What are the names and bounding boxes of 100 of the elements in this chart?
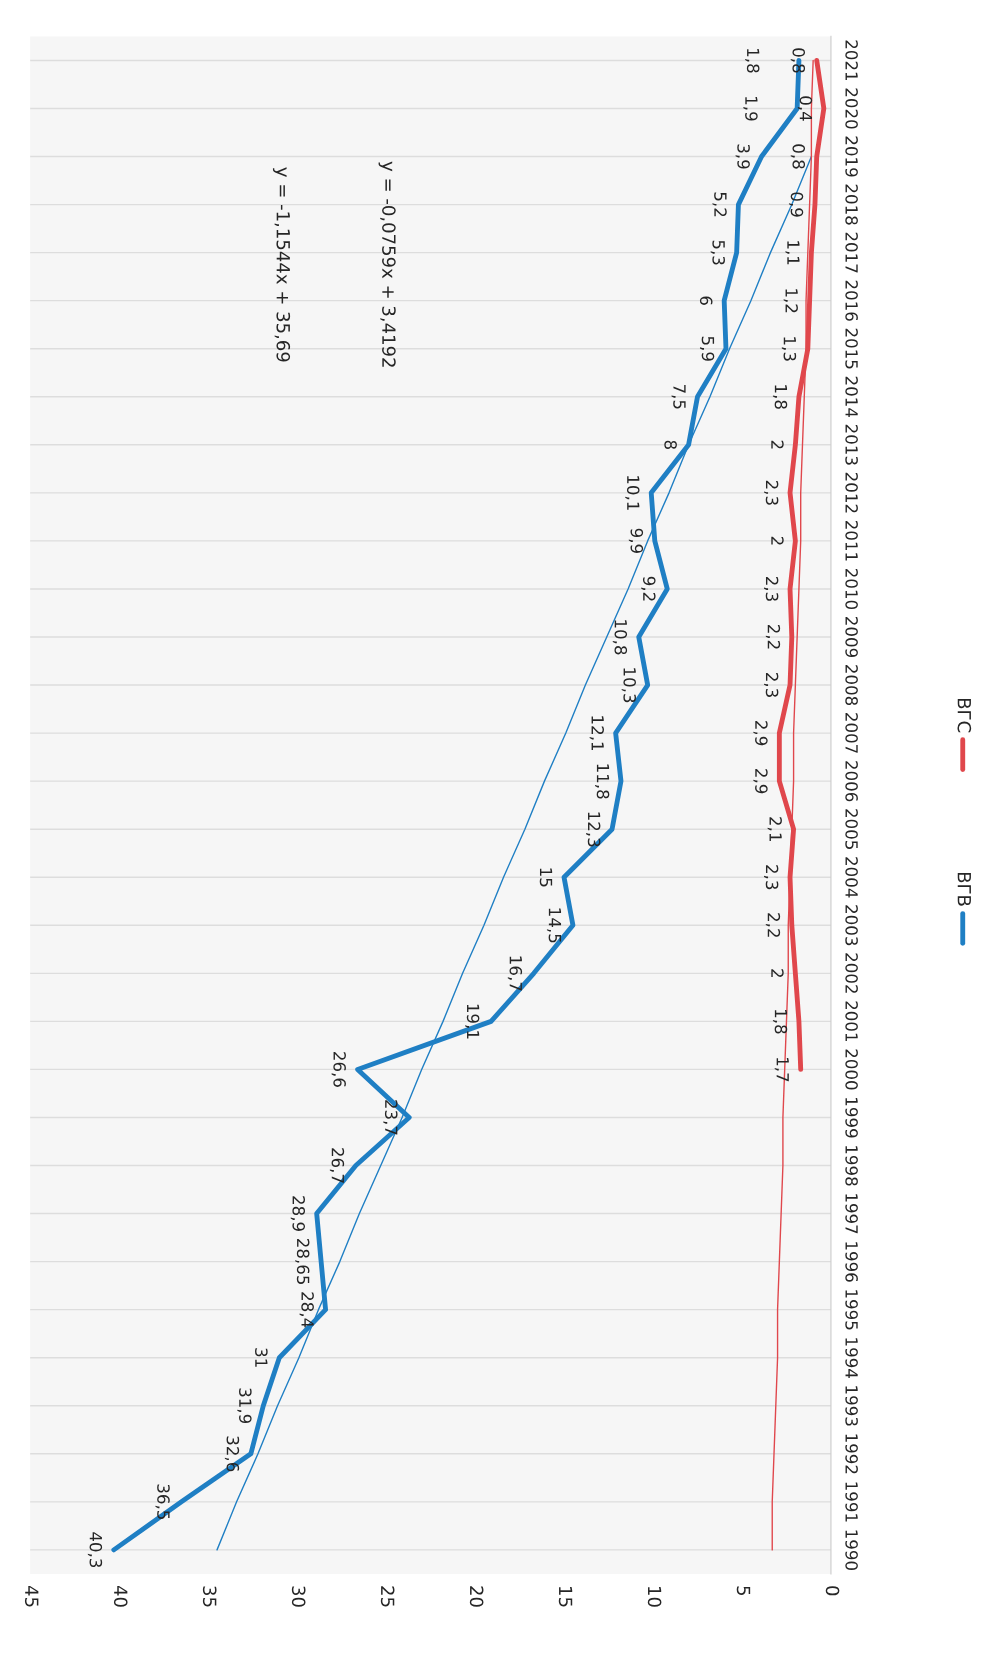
y-tick-label: 1994: [845, 1338, 858, 1378]
data-label: 12,3: [586, 812, 601, 847]
y-tick-label: 2003: [845, 905, 858, 946]
data-label: 2,1: [767, 817, 782, 841]
y-tick-label: 2012: [845, 472, 858, 513]
data-label: 2,3: [764, 673, 779, 697]
y-tick-label: 2019: [845, 136, 858, 177]
data-label: 1,7: [774, 1057, 789, 1082]
y-tick-label: 2000: [845, 1049, 858, 1090]
data-label: 28,65: [295, 1238, 310, 1284]
data-label: 19,1: [465, 1004, 480, 1039]
data-label: 8: [664, 440, 677, 449]
data-label: 9,9: [628, 528, 644, 553]
data-label: 14,5: [546, 908, 562, 943]
data-label: 10,8: [612, 620, 628, 655]
y-tick-label: 2006: [845, 761, 858, 802]
x-tick-label: 30: [291, 1586, 306, 1607]
x-tick-label: 5: [736, 1586, 751, 1595]
y-tick-label: 2001: [845, 1001, 858, 1042]
data-label: 1,1: [785, 241, 800, 265]
y-tick-label: 2020: [845, 88, 858, 129]
y-tick-label: 1996: [845, 1242, 858, 1282]
data-label: 16,7: [507, 956, 523, 991]
y-tick-label: 1990: [845, 1530, 858, 1570]
data-label: 3,9: [735, 144, 750, 169]
y-tick-label: 2015: [845, 328, 858, 369]
data-label: 2: [771, 440, 784, 449]
data-label: 31: [255, 1348, 268, 1367]
x-tick-label: 15: [558, 1587, 573, 1607]
data-label: 1,8: [772, 1009, 788, 1034]
y-tick-label: 2002: [845, 953, 858, 993]
data-label: 5,9: [699, 336, 715, 361]
data-label: 10,3: [621, 668, 636, 703]
data-label: 32,6: [224, 1436, 240, 1472]
data-label: 2,3: [764, 576, 779, 601]
data-label: 0,8: [790, 144, 806, 169]
data-label: 7,5: [671, 384, 686, 409]
x-tick-label: 40: [113, 1585, 128, 1607]
y-tick-label: 2004: [845, 857, 858, 898]
data-label: 26,7: [329, 1148, 345, 1183]
y-tick-label: 2008: [845, 665, 858, 706]
y-tick-label: 2007: [845, 713, 858, 753]
data-label: 1,8: [772, 385, 788, 409]
y-tick-label: 1997: [845, 1194, 858, 1234]
data-label: 36,5: [155, 1484, 170, 1519]
data-label: 23,7: [383, 1100, 398, 1135]
y-tick-label: 2016: [845, 280, 858, 321]
text: ВГВ: [957, 872, 971, 906]
x-tick-label: 20: [469, 1586, 484, 1607]
x-tick-label: 0: [825, 1586, 840, 1596]
data-label: 2: [771, 536, 784, 545]
data-label: 9,2: [641, 576, 656, 601]
annotation: y = -0,0759x + 3,4192: [378, 161, 396, 367]
data-label: 26,6: [331, 1052, 346, 1087]
y-tick-label: 1993: [845, 1386, 858, 1426]
data-label: 5,3: [710, 240, 725, 265]
data-label: 2,2: [765, 913, 781, 937]
data-label: 2,3: [764, 865, 779, 890]
y-tick-label: 1998: [845, 1146, 858, 1186]
data-label: 12,1: [589, 716, 604, 751]
x-tick-label: 45: [24, 1585, 39, 1607]
x-tick-label: 10: [647, 1587, 662, 1607]
text: ВГС: [957, 698, 972, 733]
data-label: 0,9: [788, 192, 804, 217]
y-tick-label: 2021: [845, 40, 858, 81]
data-label: 2,9: [753, 769, 768, 794]
data-label: 28,9: [290, 1196, 306, 1231]
data-label: 0,8: [790, 48, 806, 73]
data-label: 1,2: [783, 289, 798, 313]
y-tick-label: 1992: [845, 1434, 858, 1474]
y-tick-label: 2005: [845, 809, 858, 849]
x-tick-label: 25: [380, 1586, 395, 1607]
y-tick-label: 2018: [845, 184, 858, 225]
data-label: 11,8: [594, 764, 610, 799]
data-label: 31,9: [237, 1388, 252, 1424]
data-label: 10,1: [625, 476, 640, 510]
data-label: 1,3: [781, 337, 797, 361]
y-tick-label: 2009: [845, 617, 858, 658]
x-tick-label: 35: [202, 1586, 217, 1607]
data-label: 2,2: [765, 624, 781, 649]
data-label: 2,9: [753, 721, 768, 746]
y-tick-label: 1999: [845, 1098, 858, 1138]
y-tick-label: 2014: [845, 376, 858, 418]
data-label: 2,3: [764, 480, 779, 505]
data-label: 0,4: [797, 96, 813, 121]
y-tick-label: 2017: [845, 232, 858, 273]
data-label: 40,3: [87, 1532, 103, 1568]
y-tick-label: 1995: [845, 1290, 858, 1330]
data-label: 28,4: [299, 1292, 314, 1328]
data-label: 1,8: [745, 49, 760, 73]
y-tick-label: 2010: [845, 568, 858, 610]
data-label: 1,9: [743, 97, 758, 121]
y-tick-label: 2011: [845, 520, 858, 561]
data-label: 2: [771, 969, 784, 977]
y-tick-label: 2013: [845, 424, 858, 465]
annotation: y = -1,1544x + 35,69: [272, 167, 291, 362]
data-label: 5,2: [712, 192, 727, 217]
data-label: 6: [699, 296, 713, 305]
y-tick-label: 1991: [845, 1482, 858, 1522]
data-label: 15: [539, 868, 553, 887]
